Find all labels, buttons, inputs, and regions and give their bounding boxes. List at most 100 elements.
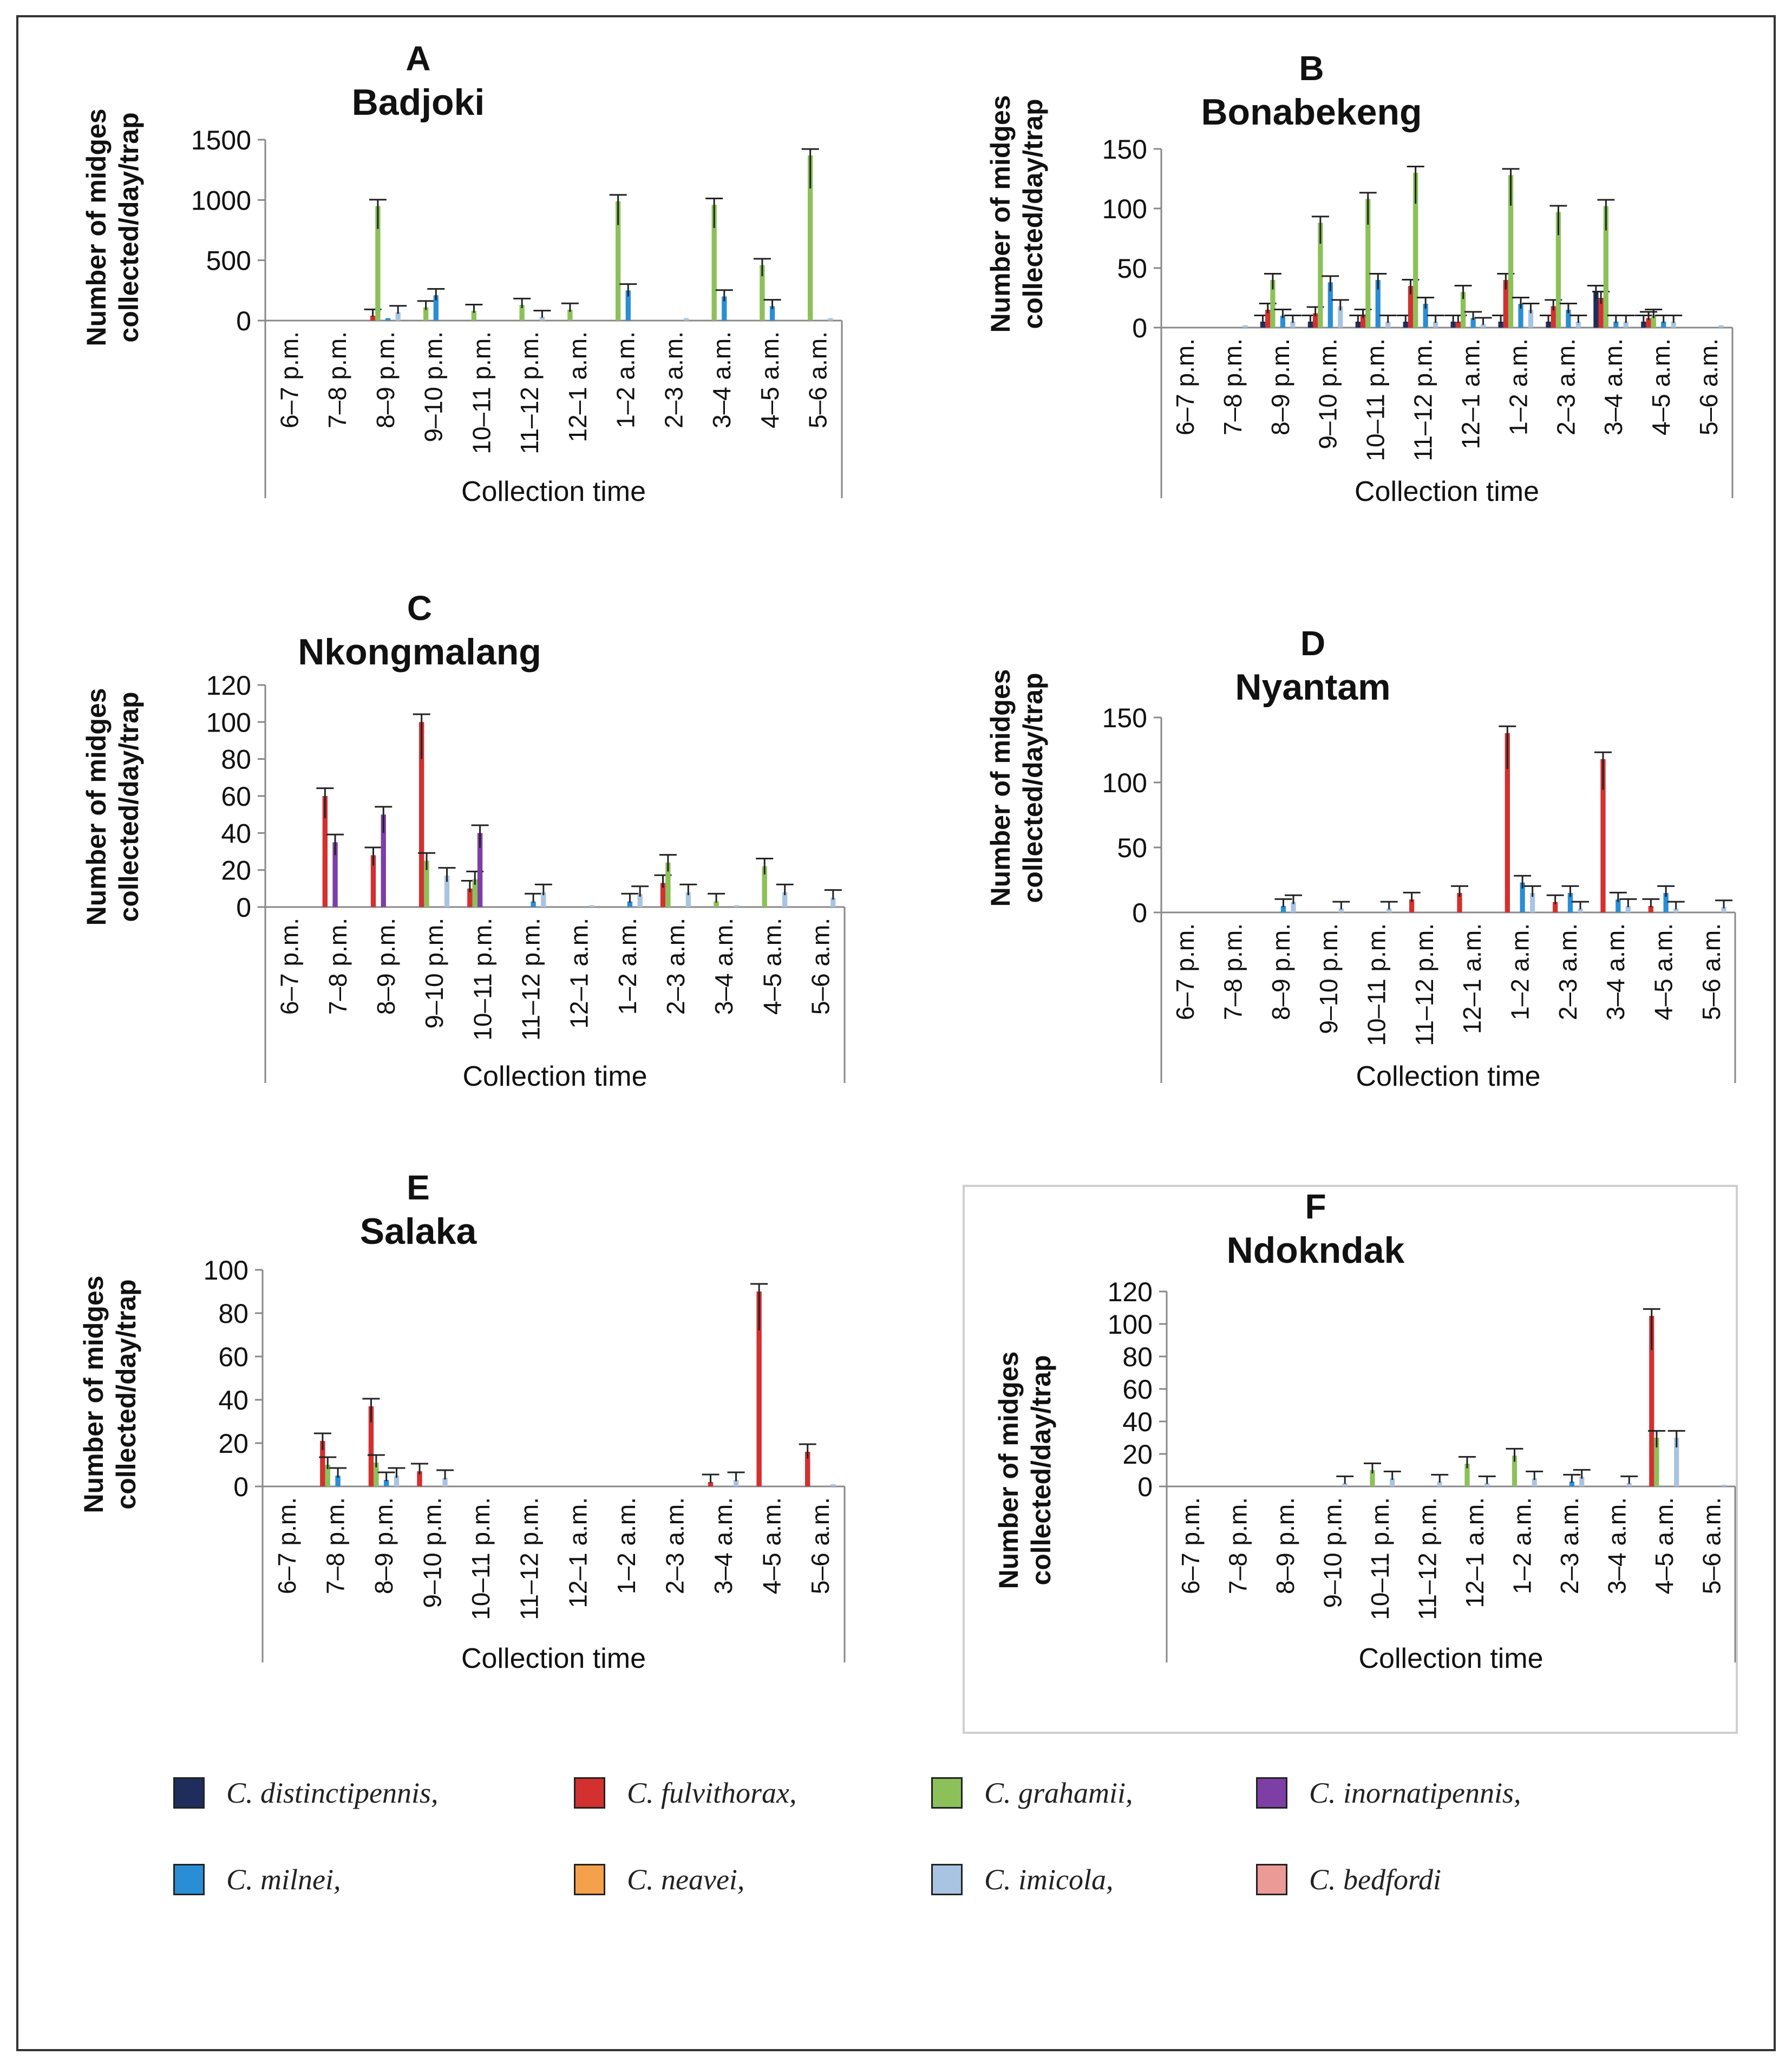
y-tick-label: 80 (1122, 1342, 1153, 1372)
bar (1360, 316, 1366, 328)
bar (1673, 908, 1679, 912)
bar (1242, 325, 1248, 328)
x-tick-label: 2–3 a.m. (659, 331, 688, 428)
panel-title: Nyantam (1235, 667, 1390, 708)
y-tick-label: 0 (236, 892, 251, 923)
bar (1450, 322, 1456, 328)
bar (1674, 1438, 1679, 1486)
legend-swatch (574, 1864, 605, 1895)
bar (1338, 908, 1344, 912)
y-tick-label: 100 (206, 707, 251, 738)
x-tick-label: 10–11 p.m. (1366, 1497, 1394, 1620)
bar (370, 316, 376, 321)
bar (1307, 322, 1313, 328)
y-tick-label: 0 (233, 1472, 248, 1502)
legend-swatch (173, 1864, 205, 1895)
y-axis-label: collected/day/trap (1018, 673, 1048, 903)
y-axis-label: Number of midges (985, 95, 1016, 333)
y-tick-label: 0 (1132, 898, 1147, 928)
panel-letter: F (1305, 1187, 1326, 1226)
y-tick-label: 40 (221, 818, 251, 849)
x-tick-label: 11–12 p.m. (1409, 338, 1437, 461)
bar (807, 155, 813, 321)
bar (1546, 322, 1551, 328)
x-tick-label: 10–11 p.m. (468, 918, 496, 1041)
x-tick-label: 7–8 p.m. (324, 918, 352, 1015)
bar (1457, 893, 1462, 912)
bar (711, 205, 717, 321)
bar (567, 309, 573, 321)
x-tick-label: 5–6 a.m. (1695, 338, 1723, 435)
bar (1455, 322, 1461, 328)
bar (325, 1465, 330, 1486)
x-tick-label: 7–8 p.m. (321, 1497, 349, 1594)
bar (375, 206, 381, 321)
y-axis-label: collected/day/trap (111, 1279, 141, 1509)
bar (1569, 1482, 1574, 1486)
bar (1270, 280, 1276, 328)
bar (1528, 310, 1534, 328)
bar (519, 305, 525, 321)
bar (665, 863, 671, 907)
legend-item-grahamii: C. grahamii, (931, 1776, 1133, 1810)
bar (1654, 1438, 1659, 1486)
bar (589, 905, 594, 907)
x-tick-label: 6–7 p.m. (1171, 923, 1199, 1020)
legend-swatch (931, 1777, 963, 1809)
bar (1663, 893, 1669, 912)
x-axis-label: Collection time (1356, 1061, 1540, 1092)
legend-label: C. neavei, (627, 1863, 745, 1896)
y-tick-label: 50 (1117, 833, 1147, 863)
bar (1423, 304, 1428, 328)
legend-swatch (173, 1777, 205, 1809)
bar (627, 901, 633, 907)
x-tick-label: 7–8 p.m. (1219, 338, 1247, 435)
x-tick-label: 5–6 a.m. (806, 1497, 834, 1594)
legend-swatch (574, 1777, 605, 1809)
bar (1721, 1485, 1726, 1486)
bar (1313, 313, 1318, 328)
y-axis-label: collected/day/trap (114, 691, 144, 922)
bar (769, 306, 775, 321)
bar (385, 318, 391, 321)
x-tick-label: 6–7 p.m. (276, 918, 304, 1015)
y-tick-label: 60 (221, 781, 251, 812)
x-axis-label: Collection time (1358, 1643, 1543, 1674)
panel-letter: D (1300, 624, 1325, 663)
bar (1593, 292, 1599, 328)
bar (1512, 1456, 1518, 1486)
bar (1498, 322, 1503, 328)
panel-letter: C (407, 589, 432, 628)
bar (320, 1441, 325, 1486)
bar (472, 879, 478, 907)
bar (335, 1476, 341, 1486)
x-tick-label: 1–2 a.m. (1504, 338, 1532, 435)
x-tick-label: 9–10 p.m. (1314, 338, 1342, 449)
x-tick-label: 10–11 p.m. (467, 331, 495, 454)
legend-label: C. grahamii, (984, 1777, 1133, 1809)
y-tick-label: 50 (1117, 253, 1147, 284)
y-tick-label: 80 (221, 745, 251, 775)
x-tick-label: 10–11 p.m. (1363, 923, 1391, 1046)
x-tick-label: 4–5 a.m. (756, 331, 784, 428)
y-axis-label: collected/day/trap (1018, 99, 1048, 329)
bar (1600, 759, 1606, 912)
x-tick-label: 2–3 a.m. (660, 1497, 689, 1594)
bar (637, 894, 643, 907)
x-tick-label: 8–9 p.m. (1271, 1497, 1299, 1594)
x-tick-label: 4–5 a.m. (1650, 923, 1678, 1020)
panel-title: Badjoki (352, 82, 485, 123)
bar (1409, 899, 1415, 912)
bar (531, 901, 536, 907)
bar (1718, 325, 1724, 328)
x-tick-label: 2–3 a.m. (1554, 923, 1582, 1020)
bar (433, 295, 439, 321)
bar (1318, 223, 1323, 328)
y-axis-label: Number of midges (81, 109, 112, 347)
bar (685, 892, 691, 907)
bar (477, 833, 483, 907)
bar (1370, 1470, 1375, 1486)
x-tick-label: 10–11 p.m. (1362, 338, 1390, 461)
panel-f-frame (963, 1185, 1738, 1734)
x-tick-label: 9–10 p.m. (1314, 923, 1343, 1034)
